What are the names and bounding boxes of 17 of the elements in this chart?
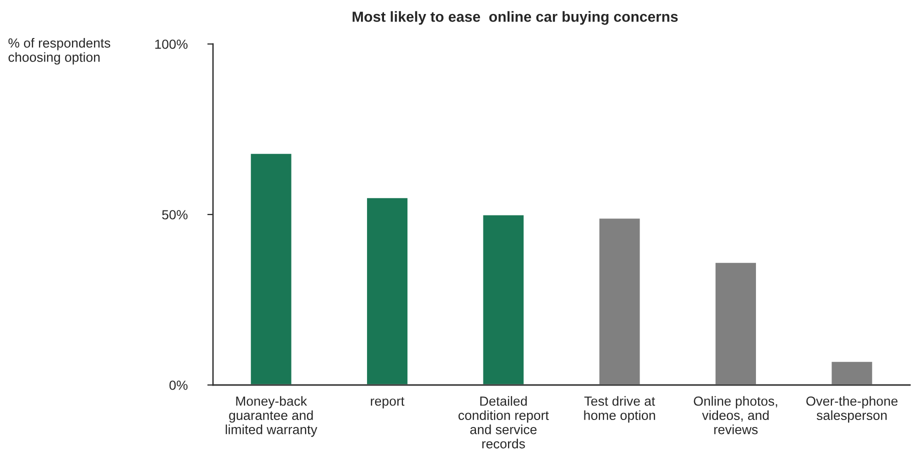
y-tick-label: 100%	[155, 40, 188, 49]
chart-title: Most likely to ease online car buying concerns	[352, 11, 678, 25]
x-tick-label: Test drive at home option	[584, 396, 656, 423]
bar	[714, 262, 758, 385]
x-tick-label: Over-the-phone salesperson	[806, 396, 898, 423]
bar	[598, 217, 642, 385]
x-tick-label: Money-back guarantee and limited warranty	[226, 396, 318, 437]
bar	[366, 196, 409, 385]
x-tick-label: Online photos, videos, and reviews	[694, 396, 778, 434]
bar	[830, 360, 874, 385]
bar	[249, 152, 293, 385]
x-tick-label: report	[370, 397, 404, 408]
x-tick-label: Detailed condition report and service records	[458, 396, 549, 448]
bar	[482, 214, 526, 385]
y-axis-title: % of respondents choosing option	[8, 38, 110, 65]
y-tick-label: 50%	[162, 210, 188, 220]
y-tick-label: 0%	[169, 380, 188, 390]
